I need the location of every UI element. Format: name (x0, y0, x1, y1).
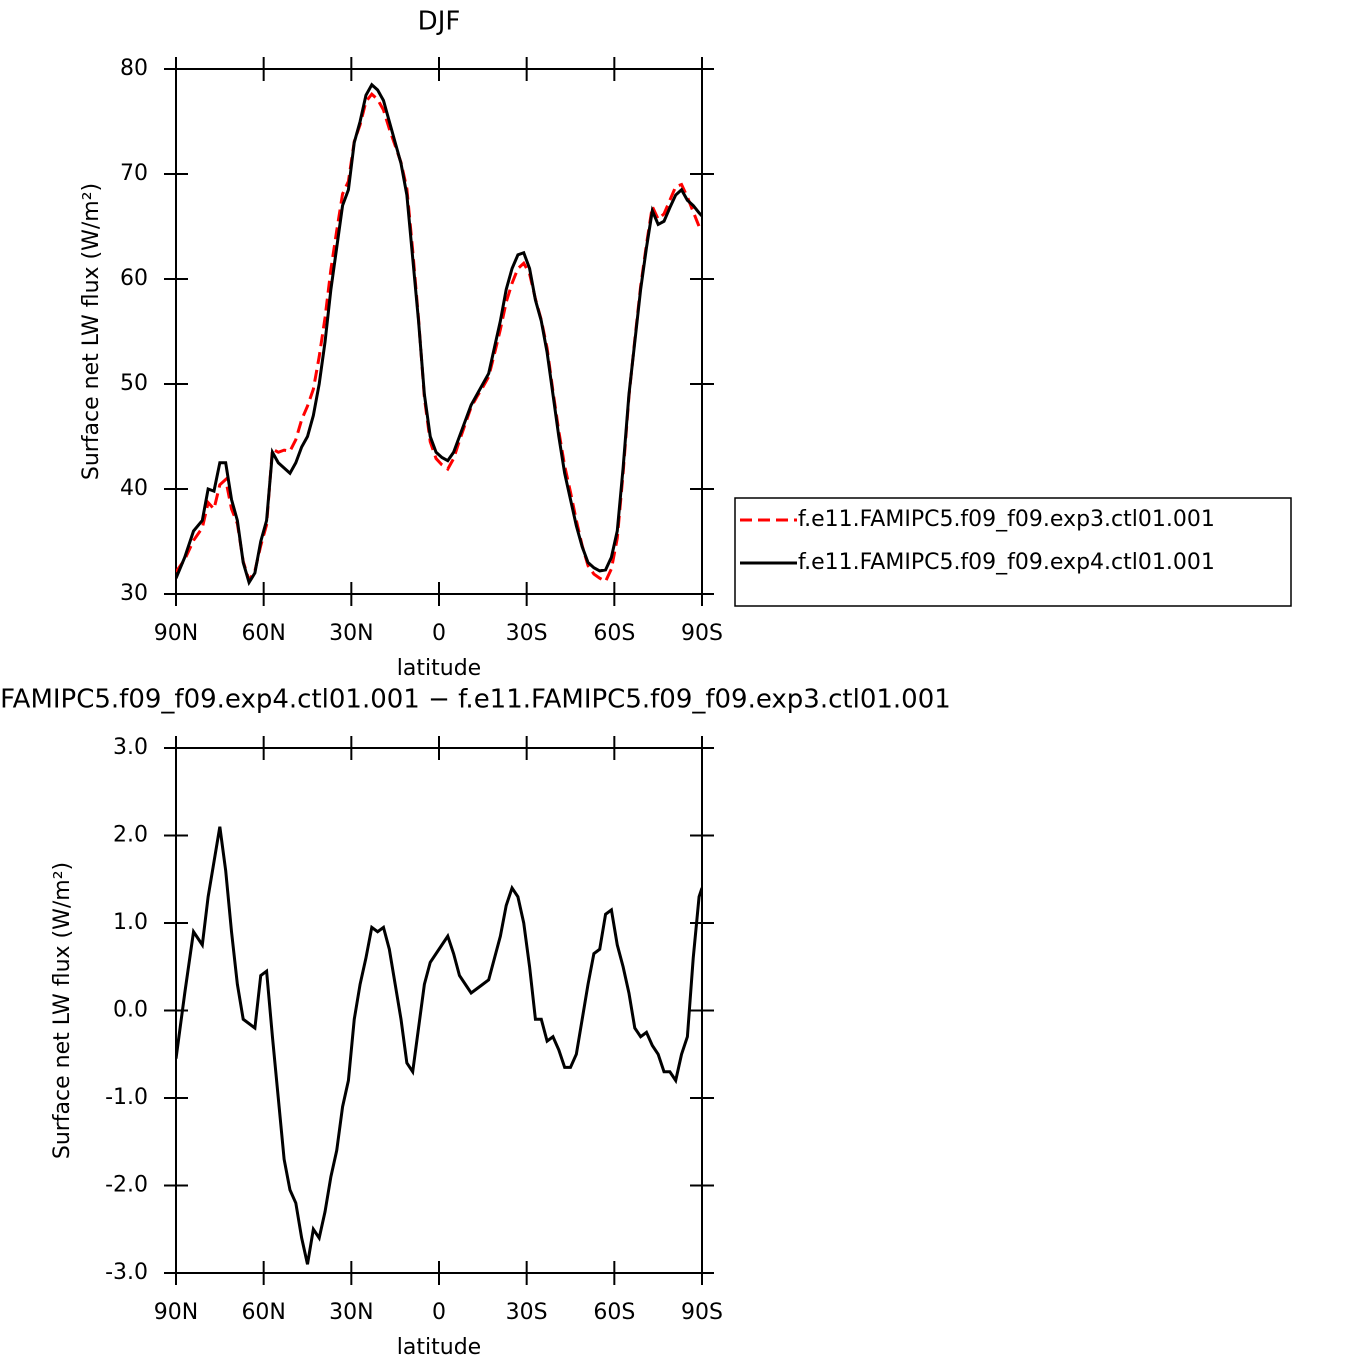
y-tick-label: -3.0 (105, 1260, 148, 1285)
x-tick-label: 90S (681, 1300, 723, 1325)
y-tick-label: 50 (120, 371, 148, 396)
y-axis-label: Surface net LW flux (W/m²) (50, 862, 75, 1159)
y-tick-label: -1.0 (105, 1085, 148, 1110)
data-line (176, 82, 702, 587)
x-tick-label: 60S (593, 621, 635, 646)
y-tick-label: -2.0 (105, 1173, 148, 1198)
y-tick-label: 70 (120, 161, 148, 186)
y-tick-label: 80 (120, 56, 148, 81)
x-axis-label: latitude (397, 656, 481, 681)
plot-frame (175, 747, 703, 1274)
chart-title: f.e11.FAMIPC5.f09_f09.exp4.ctl01.001 − f… (0, 685, 951, 715)
x-tick-label: 90N (154, 621, 198, 646)
x-tick-label: 60N (241, 1300, 285, 1325)
legend-label: f.e11.FAMIPC5.f09_f09.exp3.ctl01.001 (798, 507, 1215, 532)
data-line (176, 92, 702, 584)
chart-title: DJF (418, 7, 461, 37)
x-tick-label: 90N (154, 1300, 198, 1325)
x-tick-label: 60S (593, 1300, 635, 1325)
legend-box (734, 497, 1292, 607)
y-tick-label: 3.0 (113, 735, 148, 760)
plot-frame (175, 68, 703, 595)
x-tick-label: 30N (329, 621, 373, 646)
x-tick-label: 30S (506, 621, 548, 646)
x-tick-label: 60N (241, 621, 285, 646)
x-tick-label: 90S (681, 621, 723, 646)
y-tick-label: 0.0 (113, 998, 148, 1023)
data-line (176, 826, 702, 1265)
y-tick-label: 1.0 (113, 910, 148, 935)
x-tick-label: 0 (432, 621, 446, 646)
y-tick-label: 60 (120, 266, 148, 291)
x-tick-label: 0 (432, 1300, 446, 1325)
x-tick-label: 30S (506, 1300, 548, 1325)
y-tick-label: 30 (120, 581, 148, 606)
x-tick-label: 30N (329, 1300, 373, 1325)
x-axis-label: latitude (397, 1335, 481, 1360)
y-tick-label: 40 (120, 476, 148, 501)
y-axis-label: Surface net LW flux (W/m²) (79, 183, 104, 480)
y-tick-label: 2.0 (113, 823, 148, 848)
legend-label: f.e11.FAMIPC5.f09_f09.exp4.ctl01.001 (798, 550, 1215, 575)
